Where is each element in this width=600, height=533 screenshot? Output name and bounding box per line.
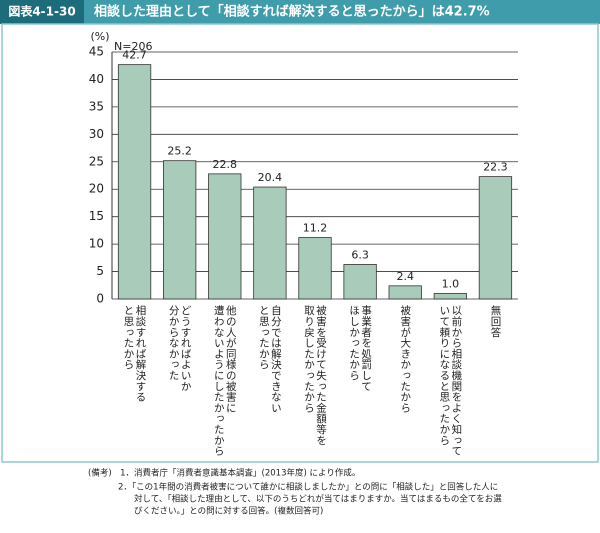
y-tick-label: 15 [89, 209, 104, 223]
x-tick-label: 自分では解決できない [270, 304, 282, 413]
x-tick-label: と思ったから [258, 305, 270, 370]
bar [433, 293, 467, 300]
y-tick-label: 5 [96, 264, 104, 278]
value-label: 2.4 [396, 270, 414, 283]
x-tick-label: 以前から相談機関をよく知って [450, 305, 462, 456]
bar [208, 173, 242, 300]
frame [1, 23, 599, 463]
header-bar [0, 0, 600, 24]
value-label: 22.8 [213, 158, 238, 171]
x-tick-label: 取り戻したかったから [303, 305, 315, 413]
y-tick-label: 35 [89, 99, 104, 113]
x-tick-label: 他の人が同様の被害に [225, 304, 237, 413]
x-tick-label: 遭わないようにしたかったから [213, 304, 225, 456]
x-tick-label: 分からなかった [168, 305, 180, 381]
x-tick-label: ほしかったから [348, 305, 360, 381]
y-tick-label: 40 [89, 72, 104, 86]
y-tick-label: 20 [89, 182, 104, 196]
bar [478, 176, 513, 300]
n-label: N=206 [114, 40, 152, 53]
chart-title: 相談した理由として「相談すれば解決すると思ったから」は42.7% [94, 4, 490, 20]
x-tick-label: 無回答 [489, 304, 501, 338]
y-tick-label: 10 [89, 237, 104, 251]
bar [343, 264, 377, 300]
value-label: 1.0 [442, 278, 460, 291]
x-tick-label: どうすればよいか [180, 305, 192, 391]
y-tick-label: 45 [89, 45, 104, 59]
x-tick-label: 事業者を処罰して [360, 304, 372, 391]
value-label: 20.4 [258, 171, 283, 184]
y-unit: (%) [90, 30, 109, 43]
note: (備考) 1．消費者庁「消費者意識基本調査」(2013年度) により作成。 [88, 468, 360, 479]
header-label-box [0, 0, 84, 24]
x-tick-label: 被害が大きかったから [399, 304, 411, 413]
y-tick-label: 0 [96, 292, 104, 306]
bar [253, 186, 287, 300]
bar [298, 237, 332, 300]
y-tick-label: 25 [89, 154, 104, 168]
value-label: 42.7 [122, 49, 147, 62]
note: 対して、「相談した理由として、以下のうちどれが当てはまりますか。当てはまるもの全… [134, 494, 502, 505]
bar [388, 285, 422, 300]
x-tick-label: 被害を受けて失った金額等を [315, 304, 327, 445]
note: 2．「この1年間の消費者被害について誰かに相談しましたか」との問に「相談した」と… [118, 482, 498, 493]
bar [163, 160, 197, 300]
value-label: 22.3 [483, 161, 508, 174]
x-tick-label: いて頼りになると思ったから [438, 305, 450, 446]
value-label: 25.2 [167, 145, 192, 158]
note: びください。」との問に対する回答。(複数回答可) [134, 506, 323, 517]
y-tick-label: 30 [89, 127, 104, 141]
value-label: 6.3 [351, 248, 369, 261]
x-tick-label: と思ったから [123, 305, 135, 370]
value-label: 11.2 [303, 222, 328, 235]
figure-label: 図表4-1-30 [8, 4, 75, 19]
x-tick-label: 相談すれば解決する [135, 304, 147, 402]
bar [117, 64, 152, 300]
